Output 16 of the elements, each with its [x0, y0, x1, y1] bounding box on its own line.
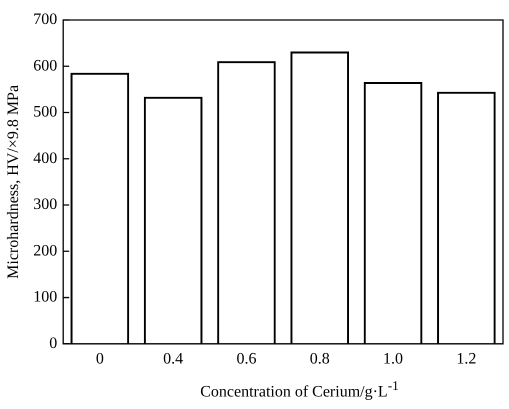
y-axis-title: Microhardness, HV/×9.8 MPa: [4, 84, 22, 279]
x-tick-label: 1.2: [456, 350, 476, 368]
x-tick-label: 0.6: [236, 350, 256, 368]
y-tick-label: 100: [33, 288, 58, 306]
y-tick-label: 500: [33, 104, 58, 121]
y-tick-label: 600: [33, 57, 58, 74]
y-tick-label: 300: [33, 196, 58, 214]
x-tick-label: 0: [96, 350, 104, 368]
y-tick-label: 0: [49, 335, 58, 352]
x-tick-label: 0.4: [163, 350, 184, 368]
y-tick-label: 200: [33, 242, 58, 260]
x-tick-label: 0.8: [310, 350, 330, 368]
x-tick-label: 1.0: [383, 350, 404, 368]
y-tick-label: 400: [33, 150, 58, 167]
y-tick-label: 700: [33, 11, 58, 28]
x-axis-title: Concentration of Cerium/g·L$^{-1}$: [199, 378, 400, 402]
